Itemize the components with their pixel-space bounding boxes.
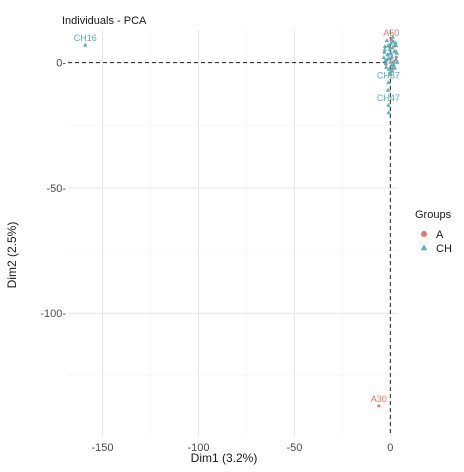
grid-lines [68, 30, 398, 436]
point-label: CH47 [377, 93, 400, 103]
legend-label-ch: CH [436, 243, 452, 255]
reference-lines [68, 30, 398, 436]
legend: Groups A CH [415, 209, 452, 255]
point-ch [384, 65, 388, 69]
x-tick-label: 0 [387, 442, 393, 454]
point-ch [386, 88, 390, 92]
plot-panel: A50 A30 CH16 CH37 CH47 [68, 28, 400, 436]
point-ch [83, 43, 87, 47]
y-axis-ticks: -100- -50- 0- [40, 58, 66, 321]
point-ch [389, 51, 393, 55]
point-ch [383, 44, 387, 48]
legend-key-a [421, 231, 427, 237]
point-label: A50 [383, 28, 399, 38]
legend-key-ch [421, 244, 427, 250]
legend-label-a: A [436, 229, 444, 241]
legend-title: Groups [415, 209, 452, 221]
chart-title: Individuals - PCA [62, 15, 147, 27]
point-ch [385, 38, 389, 42]
point-ch [382, 55, 386, 59]
point-label: A30 [371, 394, 387, 404]
y-tick-label: -100- [40, 308, 66, 320]
point-labels: A50 A30 CH16 CH37 CH47 [74, 28, 400, 404]
point-label: CH16 [74, 33, 97, 43]
point-ch [388, 60, 392, 64]
point-label: CH37 [377, 71, 400, 81]
x-axis-title: Dim1 (3.2%) [191, 451, 258, 465]
y-tick-label: -50- [46, 183, 66, 195]
point-a [377, 404, 380, 407]
y-tick-label: 0- [56, 58, 66, 70]
data-points [83, 35, 399, 408]
x-tick-label: -50 [286, 442, 302, 454]
legend-items: A CH [421, 229, 452, 255]
x-tick-label: -150 [92, 442, 114, 454]
y-axis-title: Dim2 (2.5%) [5, 222, 19, 289]
